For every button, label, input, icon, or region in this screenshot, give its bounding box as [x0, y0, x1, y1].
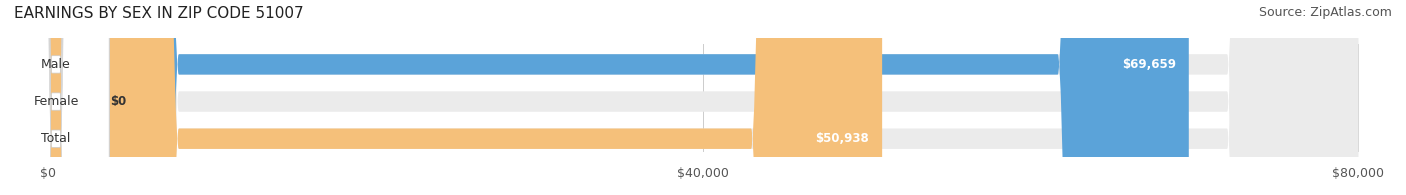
FancyBboxPatch shape [48, 0, 97, 195]
Text: EARNINGS BY SEX IN ZIP CODE 51007: EARNINGS BY SEX IN ZIP CODE 51007 [14, 6, 304, 21]
FancyBboxPatch shape [48, 0, 1358, 195]
Text: $69,659: $69,659 [1122, 58, 1175, 71]
FancyBboxPatch shape [3, 0, 110, 195]
Text: Male: Male [41, 58, 70, 71]
Text: Female: Female [34, 95, 79, 108]
FancyBboxPatch shape [48, 0, 1358, 195]
Text: $0: $0 [110, 95, 127, 108]
Text: Total: Total [41, 132, 70, 145]
FancyBboxPatch shape [48, 0, 1189, 195]
Text: Source: ZipAtlas.com: Source: ZipAtlas.com [1258, 6, 1392, 19]
FancyBboxPatch shape [48, 0, 882, 195]
FancyBboxPatch shape [48, 0, 1358, 195]
FancyBboxPatch shape [3, 0, 110, 195]
Text: $50,938: $50,938 [815, 132, 869, 145]
FancyBboxPatch shape [3, 0, 110, 195]
